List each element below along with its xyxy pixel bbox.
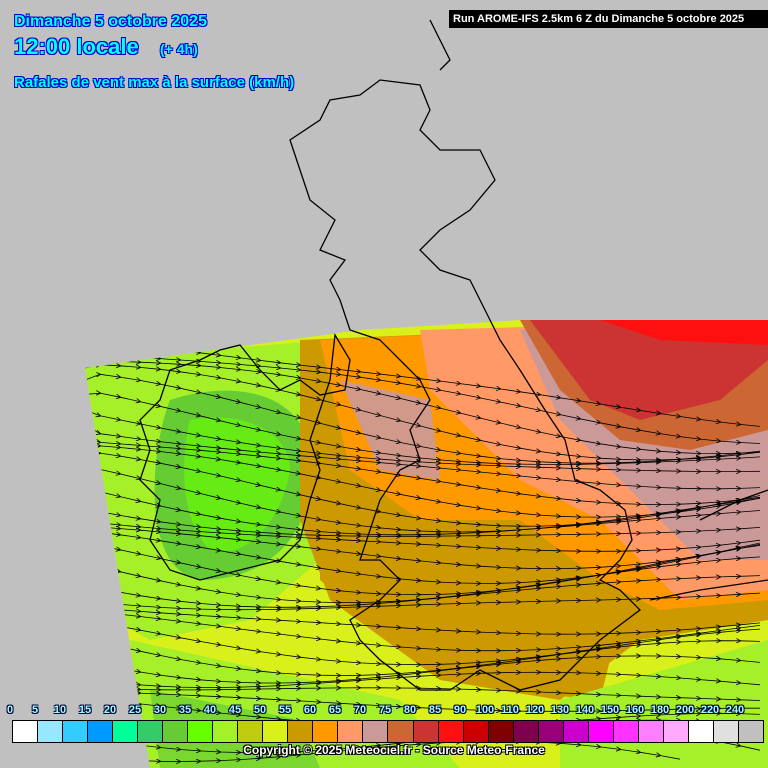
legend-label: 110 bbox=[501, 704, 519, 716]
legend-swatch bbox=[288, 721, 314, 742]
legend-label: 70 bbox=[353, 704, 367, 716]
legend-label: 200 bbox=[675, 704, 695, 716]
legend-label: 120 bbox=[525, 704, 545, 716]
legend-label: 35 bbox=[178, 704, 192, 716]
parameter-title: Rafales de vent max à la surface (km/h) bbox=[13, 74, 295, 92]
legend-labels: 0 5 10 15 20 25 30 35 40 45 50 55 60 65 70 75 80 85 90 100 1… bbox=[0, 704, 768, 718]
legend-label: 100 bbox=[475, 704, 495, 716]
legend-label: 10 bbox=[53, 704, 67, 716]
model-run-label: Run AROME-IFS 2.5km 6 Z du Dimanche 5 oc… bbox=[449, 10, 768, 28]
legend-swatch bbox=[138, 721, 164, 742]
copyright: Copyright © 2025 Meteociel.fr - Source M… bbox=[243, 743, 545, 757]
legend-label: 15 bbox=[78, 704, 92, 716]
legend-label: 150 bbox=[600, 704, 620, 716]
streamline bbox=[85, 741, 681, 761]
legend-swatch bbox=[438, 721, 464, 742]
legend-swatch bbox=[213, 721, 239, 742]
gust-field bbox=[85, 320, 768, 768]
legend-swatch bbox=[663, 721, 689, 742]
legend-swatch bbox=[738, 721, 763, 742]
legend-swatch bbox=[488, 721, 514, 742]
legend-swatch bbox=[238, 721, 264, 742]
legend-label: 85 bbox=[428, 704, 442, 716]
legend-swatch bbox=[388, 721, 414, 742]
legend-label: 80 bbox=[403, 704, 417, 716]
legend-swatch bbox=[63, 721, 89, 742]
legend-label: 220 bbox=[700, 704, 720, 716]
wind-streamlines bbox=[85, 329, 761, 762]
legend-swatch bbox=[638, 721, 664, 742]
legend-label: 160 bbox=[625, 704, 645, 716]
legend-label: 45 bbox=[228, 704, 242, 716]
legend-label: 0 bbox=[6, 704, 14, 716]
legend-label: 130 bbox=[550, 704, 570, 716]
legend-swatch bbox=[88, 721, 114, 742]
legend-swatch bbox=[38, 721, 64, 742]
legend-swatch bbox=[188, 721, 214, 742]
color-legend bbox=[12, 720, 764, 743]
legend-swatch bbox=[613, 721, 639, 742]
forecast-date: Dimanche 5 octobre 2025 bbox=[14, 13, 208, 31]
legend-label: 75 bbox=[378, 704, 392, 716]
legend-label: 30 bbox=[153, 704, 167, 716]
legend-swatch bbox=[13, 721, 39, 742]
forecast-lead-time: (+ 4h) bbox=[160, 41, 199, 58]
legend-swatch bbox=[363, 721, 389, 742]
legend-label: 180 bbox=[650, 704, 670, 716]
legend-swatch bbox=[688, 721, 714, 742]
coastlines bbox=[139, 19, 768, 691]
legend-swatch bbox=[563, 721, 589, 742]
legend-swatch bbox=[538, 721, 564, 742]
legend-swatch bbox=[163, 721, 189, 742]
legend-swatch bbox=[313, 721, 339, 742]
forecast-time: 12:00 locale bbox=[14, 34, 140, 60]
legend-swatch bbox=[338, 721, 364, 742]
legend-swatch bbox=[513, 721, 539, 742]
legend-swatch bbox=[463, 721, 489, 742]
legend-label: 55 bbox=[278, 704, 292, 716]
legend-label: 5 bbox=[31, 704, 39, 716]
legend-label: 50 bbox=[253, 704, 267, 716]
legend-label: 40 bbox=[203, 704, 217, 716]
legend-label: 25 bbox=[128, 704, 142, 716]
legend-swatch bbox=[588, 721, 614, 742]
legend-label: 20 bbox=[103, 704, 117, 716]
legend-label: 60 bbox=[303, 704, 317, 716]
legend-swatch bbox=[263, 721, 289, 742]
legend-label: 90 bbox=[453, 704, 467, 716]
legend-swatch bbox=[113, 721, 139, 742]
legend-swatch bbox=[713, 721, 739, 742]
legend-swatch bbox=[413, 721, 439, 742]
legend-label: 240 bbox=[725, 704, 745, 716]
legend-label: 65 bbox=[328, 704, 342, 716]
legend-label: 140 bbox=[575, 704, 595, 716]
